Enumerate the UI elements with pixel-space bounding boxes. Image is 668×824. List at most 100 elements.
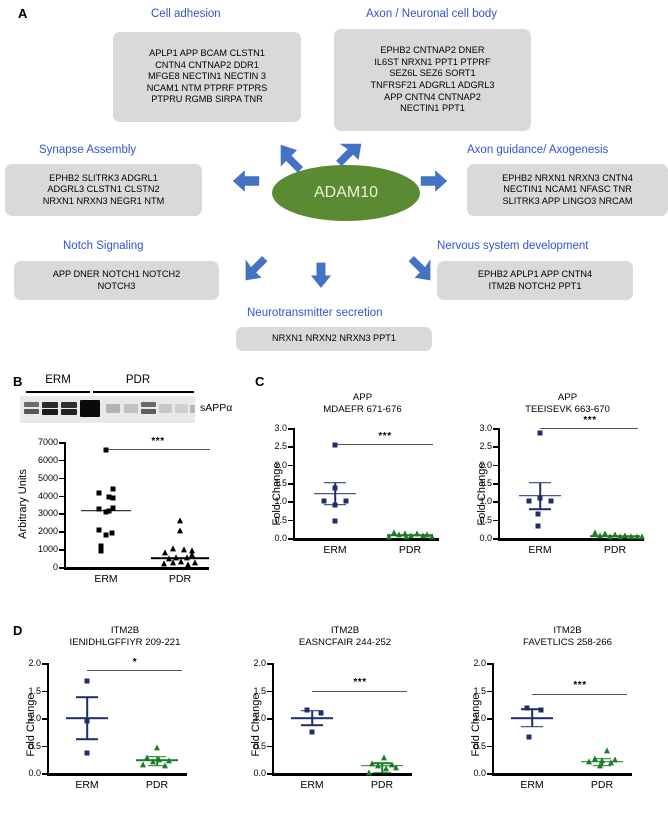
y-tick [267, 663, 272, 665]
y-tick [288, 483, 293, 485]
y-tick [493, 428, 498, 430]
y-axis [498, 428, 500, 538]
blot-group-label-pdr: PDR [125, 374, 151, 386]
significance-line [106, 449, 210, 451]
arrow-down-icon [310, 262, 332, 288]
x-axis [64, 567, 209, 570]
significance-stars: *** [583, 415, 597, 426]
data-point [192, 559, 198, 566]
chart-title-gene: ITM2B [330, 625, 360, 636]
gene-line: NECTIN1 NCAM1 NFASC TNR [503, 184, 632, 195]
y-tick [59, 549, 64, 551]
data-point [332, 442, 338, 447]
y-tick [42, 663, 47, 665]
arrow-down-right-icon [408, 255, 431, 281]
error-bar-cap [529, 481, 551, 484]
plot-area-b: 0 1000 2000 3000 4000 5000 6000 7000 *** [38, 436, 210, 585]
chart-title: ITM2B EASNCFAIR 244-252 [250, 625, 440, 648]
data-point [98, 548, 104, 554]
data-point [402, 529, 408, 536]
group-heading-cell-adhesion: Cell adhesion [151, 8, 221, 20]
significance-stars: * [132, 657, 138, 668]
mean-bar [291, 717, 333, 719]
blot-band [159, 404, 172, 413]
data-point [96, 490, 102, 496]
chart-title: ITM2B IENIDHLGFFIYR 209-221 [30, 625, 220, 648]
chart-title-gene: ITM2B [110, 625, 140, 636]
gene-line: IL6ST NRXN1 PPT1 PTPRF [374, 56, 491, 67]
y-tick-label: 1.0 [479, 496, 492, 507]
gene-box-nervous-system-development: EPHB2 APLP1 APP CNTN4 ITM2B NOTCH2 PPT1 [437, 261, 633, 300]
group-heading-axon-guidance-axogenesis: Axon guidance/ Axogenesis [467, 144, 609, 156]
y-tick-label: 1.0 [473, 713, 486, 723]
gene-box-notch-signaling: APP DNER NOTCH1 NOTCH2 NOTCH3 [14, 261, 219, 300]
blot-group-label-erm: ERM [45, 374, 71, 386]
y-tick [42, 690, 47, 692]
data-point [189, 547, 195, 554]
x-axis-label-erm: ERM [520, 779, 544, 791]
y-tick-label: 0 [52, 562, 58, 572]
significance-stars: *** [151, 436, 165, 447]
gene-box-synapse-assembly: EPHB2 SLITRK3 ADGRL1 ADGRL3 CLSTN1 CLSTN… [5, 164, 202, 216]
error-bar-cap [76, 696, 98, 698]
blot-band [141, 409, 156, 414]
y-axis [293, 428, 295, 538]
data-point [98, 543, 104, 549]
gene-line: APLP1 APP BCAM CLSTN1 [149, 48, 265, 59]
gene-line: NRXN1 NRXN3 NEGR1 NTM [42, 195, 165, 206]
x-axis-label-pdr: PDR [168, 573, 192, 585]
data-point [161, 560, 167, 567]
data-point [103, 509, 109, 515]
chart-title: APP TEEISEVK 663-670 [475, 392, 660, 415]
x-axis-label-erm: ERM [528, 544, 552, 556]
y-tick [493, 501, 498, 503]
y-tick-label: 2.0 [274, 459, 287, 470]
y-tick [288, 464, 293, 467]
y-tick-label: 5000 [37, 472, 58, 483]
significance-stars: *** [378, 431, 392, 442]
x-axis [498, 538, 644, 541]
y-tick [493, 483, 498, 485]
data-point [602, 530, 608, 537]
chart-title-gene: ITM2B [553, 625, 582, 636]
chart-panel-d-1: ITM2B IENIDHLGFFIYR 209-221 Fold Change … [0, 625, 225, 824]
y-tick-label: 1.0 [253, 713, 266, 723]
data-point [110, 505, 116, 511]
data-point [321, 498, 327, 504]
y-tick-label: 1.5 [28, 685, 41, 696]
y-tick-label: 3.0 [274, 423, 287, 433]
y-tick [42, 745, 47, 747]
data-point [548, 498, 554, 504]
blot-band [61, 409, 77, 415]
blot-band [124, 404, 138, 413]
blot-group-underline-pdr [93, 391, 194, 393]
error-bar-cap [529, 508, 551, 510]
y-tick [59, 442, 64, 444]
mean-bar [151, 557, 209, 559]
error-bar-cap [301, 724, 323, 726]
y-tick-label: 0.0 [28, 768, 41, 778]
error-bar [381, 763, 383, 773]
y-tick-label: 0.0 [274, 533, 287, 543]
x-axis-label-erm: ERM [75, 779, 99, 791]
significance-line [540, 428, 638, 430]
error-bar-cap [521, 708, 543, 710]
y-tick [288, 446, 293, 448]
data-point [185, 561, 191, 568]
arrow-down-left-icon [245, 255, 268, 281]
y-tick [493, 538, 498, 540]
arrow-up-left-icon [280, 144, 304, 173]
y-tick [493, 464, 498, 467]
data-point [106, 494, 112, 499]
data-point [366, 768, 372, 775]
data-point [177, 517, 183, 524]
data-point [103, 447, 109, 453]
group-heading-synapse-assembly: Synapse Assembly [39, 144, 137, 156]
mean-bar [136, 759, 178, 762]
y-tick-label: 1.5 [473, 685, 486, 696]
data-point [84, 750, 90, 756]
error-bar-cap [148, 764, 166, 767]
adam10-node-label: ADAM10 [313, 184, 379, 201]
data-point [429, 533, 435, 540]
y-tick-label: 1.5 [479, 478, 492, 488]
